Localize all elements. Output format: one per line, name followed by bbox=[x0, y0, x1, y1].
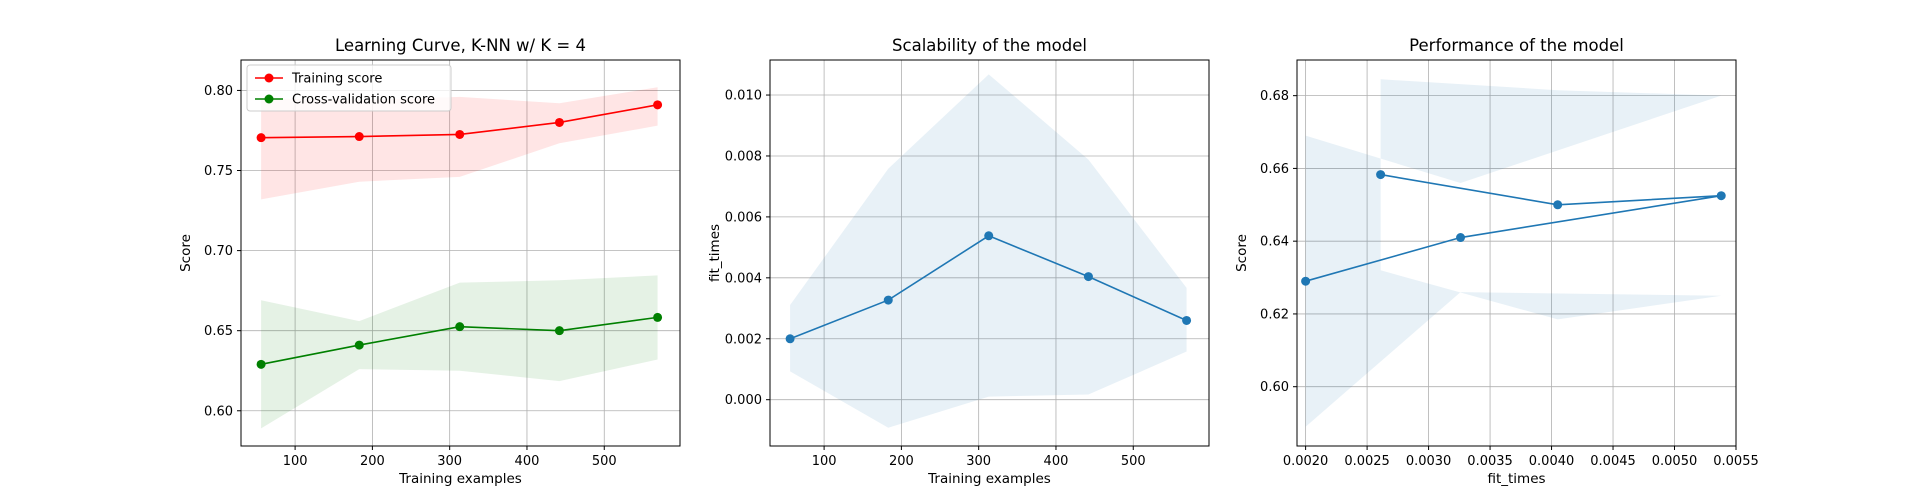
point-series-1 bbox=[1456, 233, 1466, 243]
y-tick-label: 0.006 bbox=[725, 210, 762, 225]
x-tick-label: 0.0055 bbox=[1713, 454, 1759, 469]
point-series-1 bbox=[1083, 272, 1093, 282]
grid bbox=[241, 60, 680, 446]
x-tick-label: 0.0020 bbox=[1283, 454, 1329, 469]
x-tick-label: 500 bbox=[592, 454, 617, 469]
y-tick-label: 0.65 bbox=[204, 324, 233, 339]
y-tick-label: 0.68 bbox=[1260, 89, 1289, 104]
point-series-2 bbox=[354, 340, 364, 350]
legend-marker bbox=[264, 73, 274, 83]
y-tick-label: 0.000 bbox=[725, 393, 762, 408]
band-series-1 bbox=[790, 74, 1187, 428]
chart-title: Learning Curve, K-NN w/ K = 4 bbox=[335, 36, 586, 55]
x-tick-label: 0.0040 bbox=[1529, 454, 1575, 469]
chart-panel-1: 100 200 300 400 500 0.60 0.65 0.70 0.75 0.80 Learn… bbox=[178, 36, 681, 487]
x-tick-label: 200 bbox=[360, 454, 385, 469]
grid bbox=[1297, 60, 1737, 446]
x-tick-label: 100 bbox=[283, 454, 308, 469]
y-tick-label: 0.008 bbox=[725, 149, 762, 164]
point-series-1 bbox=[256, 133, 266, 143]
grid bbox=[770, 60, 1209, 446]
x-tick-label: 400 bbox=[1044, 454, 1069, 469]
x-tick-label: 0.0025 bbox=[1344, 454, 1390, 469]
point-series-2 bbox=[455, 322, 465, 332]
point-series-1 bbox=[1553, 200, 1563, 210]
band-series-2 bbox=[261, 275, 658, 429]
y-axis-label: fit_times bbox=[707, 224, 723, 282]
point-series-1 bbox=[1376, 170, 1386, 180]
band-series-1 bbox=[261, 87, 658, 200]
legend: Training score Cross-validation score bbox=[246, 64, 452, 112]
x-tick-label: 100 bbox=[812, 454, 837, 469]
x-tick-label: 0.0035 bbox=[1467, 454, 1513, 469]
point-series-1 bbox=[554, 117, 564, 127]
chart-title: Scalability of the model bbox=[892, 36, 1087, 55]
point-series-1 bbox=[1301, 276, 1311, 286]
x-axis-label: fit_times bbox=[1487, 471, 1545, 487]
y-tick-label: 0.002 bbox=[725, 332, 762, 347]
x-tick-label: 400 bbox=[515, 454, 540, 469]
x-tick-label: 200 bbox=[889, 454, 914, 469]
axes-frame bbox=[769, 59, 1210, 447]
y-axis-label: Score bbox=[178, 234, 194, 272]
x-tick-label: 500 bbox=[1121, 454, 1146, 469]
legend-marker bbox=[264, 94, 274, 104]
chart-panel-3: 0.0020 0.0025 0.0030 0.0035 0.0040 0.0045 0.00… bbox=[1234, 36, 1759, 487]
legend-label: Training score bbox=[291, 72, 382, 87]
y-tick-label: 0.60 bbox=[204, 404, 233, 419]
x-tick-label: 300 bbox=[966, 454, 991, 469]
point-series-1 bbox=[785, 334, 795, 344]
point-series-2 bbox=[554, 326, 564, 336]
y-tick-label: 0.004 bbox=[725, 271, 762, 286]
x-tick-label: 0.0050 bbox=[1652, 454, 1698, 469]
chart-title: Performance of the model bbox=[1409, 36, 1624, 55]
point-series-2 bbox=[653, 312, 663, 322]
y-tick-label: 0.80 bbox=[204, 84, 233, 99]
x-tick-label: 0.0030 bbox=[1406, 454, 1452, 469]
band-series-1 bbox=[1305, 79, 1722, 427]
y-tick-label: 0.64 bbox=[1260, 235, 1289, 250]
point-series-1 bbox=[1716, 191, 1726, 201]
x-tick-label: 0.0045 bbox=[1590, 454, 1636, 469]
axes-frame bbox=[1296, 59, 1737, 447]
point-series-1 bbox=[883, 295, 893, 305]
legend-label: Cross-validation score bbox=[292, 93, 435, 108]
legend-box bbox=[246, 64, 452, 112]
x-tick-label: 300 bbox=[437, 454, 462, 469]
x-axis-label: Training examples bbox=[398, 471, 522, 487]
y-tick-label: 0.010 bbox=[725, 89, 762, 104]
point-series-1 bbox=[984, 231, 994, 241]
y-tick-label: 0.62 bbox=[1260, 307, 1289, 322]
point-series-1 bbox=[1182, 315, 1192, 325]
y-tick-label: 0.66 bbox=[1260, 162, 1289, 177]
y-tick-label: 0.70 bbox=[204, 244, 233, 259]
point-series-1 bbox=[354, 132, 364, 142]
point-series-1 bbox=[455, 129, 465, 139]
axes-frame bbox=[240, 59, 681, 447]
x-axis-label: Training examples bbox=[927, 471, 1051, 487]
y-tick-label: 0.60 bbox=[1260, 380, 1289, 395]
chart-panel-2: 100 200 300 400 500 0.000 0.002 0.004 0.006 0.008… bbox=[707, 36, 1210, 487]
point-series-1 bbox=[653, 100, 663, 110]
y-tick-label: 0.75 bbox=[204, 164, 233, 179]
point-series-2 bbox=[256, 359, 266, 369]
y-axis-label: Score bbox=[1234, 234, 1250, 272]
